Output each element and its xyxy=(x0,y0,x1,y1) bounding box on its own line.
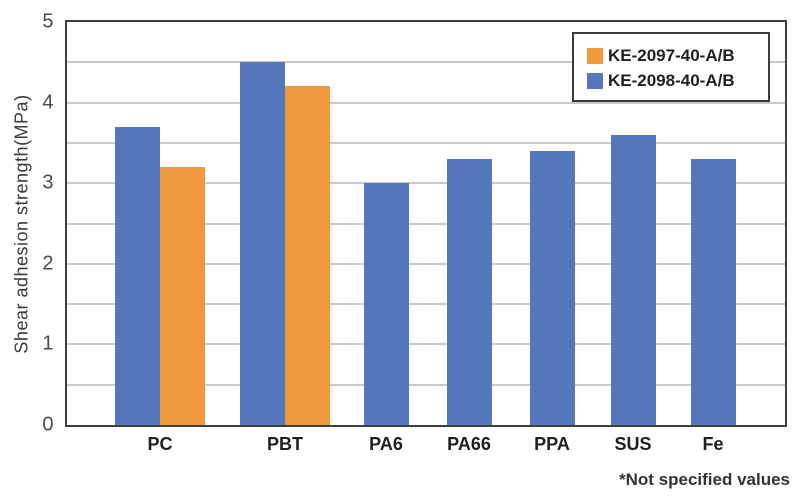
x-axis-label-pbt: PBT xyxy=(267,434,303,454)
bar-pc-ke-2098-40-a/b xyxy=(115,127,160,425)
y-axis-title-text: Shear adhesion strength(MPa) xyxy=(11,94,32,354)
gridline xyxy=(67,262,785,265)
legend-swatch-icon xyxy=(587,47,603,64)
legend-item-ke-2098-40-a/b: KE-2098-40-A/B xyxy=(587,68,768,93)
gridline xyxy=(67,141,785,144)
gridline xyxy=(67,383,785,386)
x-axis-label-pa6: PA6 xyxy=(369,434,403,454)
footnote: *Not specified values xyxy=(618,470,790,489)
gridline xyxy=(67,101,785,104)
y-axis-tick-3: 3 xyxy=(42,171,54,194)
bar-pa6-ke-2098-40-a/b xyxy=(363,183,409,425)
bar-pa66-ke-2098-40-a/b xyxy=(446,159,492,425)
gridline xyxy=(67,61,785,64)
x-axis-label-ppa: PPA xyxy=(534,434,570,454)
legend: KE-2097-40-A/B KE-2098-40-A/B xyxy=(572,32,770,102)
bar-pbt-ke-2097-40-a/b xyxy=(285,86,330,425)
y-axis-tick-0: 0 xyxy=(42,413,54,436)
bar-pbt-ke-2098-40-a/b xyxy=(240,62,285,425)
legend-swatch-icon xyxy=(587,72,603,89)
bar-pc-ke-2097-40-a/b xyxy=(160,167,205,425)
x-axis-label-fe: Fe xyxy=(702,434,724,454)
x-axis-label-pc: PC xyxy=(147,434,173,454)
x-axis-label-pa66: PA66 xyxy=(447,434,491,454)
x-axis-label-sus: SUS xyxy=(614,434,652,454)
y-axis-tick-4: 4 xyxy=(42,91,54,114)
legend-label: KE-2097-40-A/B xyxy=(608,45,735,65)
y-axis-tick-1: 1 xyxy=(42,332,54,355)
bar-sus-ke-2098-40-a/b xyxy=(610,135,656,425)
gridline xyxy=(67,343,785,346)
y-axis-tick-2: 2 xyxy=(42,252,54,275)
bar-fe-ke-2098-40-a/b xyxy=(690,159,736,425)
legend-item-ke-2097-40-a/b: KE-2097-40-A/B xyxy=(587,43,768,68)
gridline xyxy=(67,303,785,306)
legend-label: KE-2098-40-A/B xyxy=(608,70,735,90)
gridline xyxy=(67,182,785,185)
gridline xyxy=(67,222,785,225)
y-axis-tick-5: 5 xyxy=(42,10,54,33)
bar-ppa-ke-2098-40-a/b xyxy=(529,151,575,425)
